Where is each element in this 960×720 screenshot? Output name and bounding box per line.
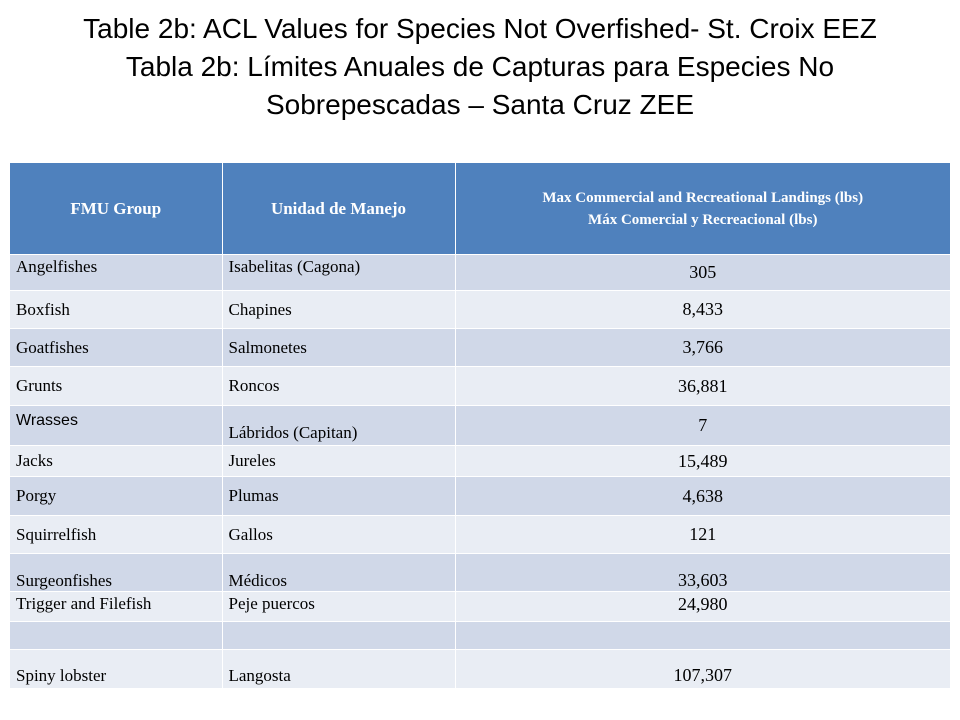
table-row: Porgy Plumas 4,638 — [10, 476, 950, 516]
table-row: Spiny lobster Langosta 107,307 — [10, 649, 950, 688]
cell-fmu-group: Wrasses — [10, 405, 223, 446]
cell-max-lbs: 15,489 — [455, 445, 950, 477]
cell-unidad: Salmonetes — [222, 328, 456, 367]
cell-max-lbs: 4,638 — [455, 476, 950, 516]
cell-max-lbs: 305 — [455, 254, 950, 291]
header-unidad-de-manejo: Unidad de Manejo — [222, 163, 456, 255]
cell-fmu-group: Trigger and Filefish — [10, 591, 223, 622]
cell-unidad: Jureles — [222, 445, 456, 477]
table-row: Surgeonfishes Médicos 33,603 — [10, 553, 950, 592]
cell-fmu-group: Boxfish — [10, 290, 223, 329]
cell-unidad: Langosta — [222, 649, 456, 688]
cell-max-lbs: 7 — [455, 405, 950, 446]
cell-fmu-group: Angelfishes — [10, 254, 223, 291]
table-row: Boxfish Chapines 8,433 — [10, 290, 950, 329]
cell-max-lbs: 33,603 — [455, 553, 950, 592]
table-row-empty — [10, 621, 950, 650]
cell-max-lbs: 107,307 — [455, 649, 950, 688]
cell-fmu-group: Jacks — [10, 445, 223, 477]
cell-unidad: Plumas — [222, 476, 456, 516]
table-row: Grunts Roncos 36,881 — [10, 366, 950, 406]
slide-title: Table 2b: ACL Values for Species Not Ove… — [0, 10, 960, 124]
cell-max-lbs: 121 — [455, 515, 950, 554]
table-row: Trigger and Filefish Peje puercos 24,980 — [10, 591, 950, 622]
header-max-landings-en: Max Commercial and Recreational Landings… — [542, 189, 864, 206]
cell-max-lbs: 8,433 — [455, 290, 950, 329]
cell-unidad: Médicos — [222, 553, 456, 592]
cell-unidad: Chapines — [222, 290, 456, 329]
title-line-3: Sobrepescadas – Santa Cruz ZEE — [265, 89, 694, 120]
cell-fmu-group: Spiny lobster — [10, 649, 223, 688]
acl-table: FMU Group Unidad de Manejo Max Commercia… — [10, 163, 950, 688]
cell-max-lbs — [455, 621, 950, 650]
header-fmu-group: FMU Group — [10, 163, 223, 255]
table-row: Goatfishes Salmonetes 3,766 — [10, 328, 950, 367]
table-row: Jacks Jureles 15,489 — [10, 445, 950, 477]
cell-max-lbs: 36,881 — [455, 366, 950, 406]
cell-max-lbs: 3,766 — [455, 328, 950, 367]
cell-unidad: Lábridos (Capitan) — [222, 405, 456, 446]
cell-fmu-group — [10, 621, 223, 650]
cell-fmu-group: Surgeonfishes — [10, 553, 223, 592]
cell-fmu-group: Goatfishes — [10, 328, 223, 367]
header-max-landings: Max Commercial and Recreational Landings… — [455, 163, 950, 255]
cell-unidad: Peje puercos — [222, 591, 456, 622]
table-row: Wrasses Lábridos (Capitan) 7 — [10, 405, 950, 446]
cell-fmu-group: Grunts — [10, 366, 223, 406]
cell-max-lbs: 24,980 — [455, 591, 950, 622]
table-row: Squirrelfish Gallos 121 — [10, 515, 950, 554]
cell-fmu-group: Porgy — [10, 476, 223, 516]
title-line-2: Tabla 2b: Límites Anuales de Capturas pa… — [125, 51, 835, 82]
cell-unidad — [222, 621, 456, 650]
cell-unidad: Isabelitas (Cagona) — [222, 254, 456, 291]
table-header-row: FMU Group Unidad de Manejo Max Commercia… — [10, 163, 950, 255]
cell-unidad: Roncos — [222, 366, 456, 406]
title-line-1: Table 2b: ACL Values for Species Not Ove… — [83, 13, 877, 44]
table-row: Angelfishes Isabelitas (Cagona) 305 — [10, 254, 950, 291]
header-max-landings-es: Máx Comercial y Recreacional (lbs) — [588, 211, 818, 228]
cell-fmu-group: Squirrelfish — [10, 515, 223, 554]
cell-unidad: Gallos — [222, 515, 456, 554]
